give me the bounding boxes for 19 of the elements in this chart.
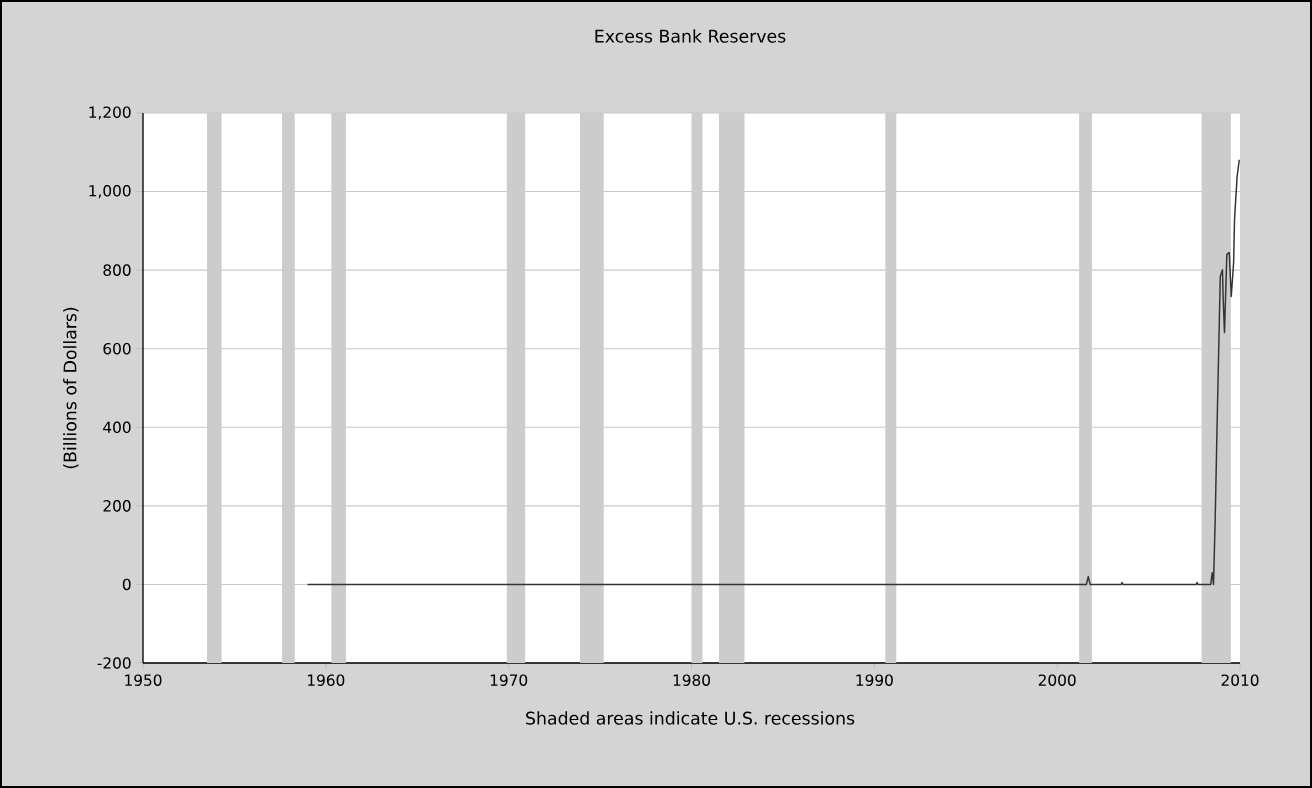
y-tick-label: -200 bbox=[97, 657, 131, 669]
text: Shaded areas indicate U.S. recessions bbox=[526, 711, 855, 725]
y-tick-label: 1,200 bbox=[89, 106, 131, 120]
x-tick-label: 1980 bbox=[673, 674, 710, 686]
chart-title: Excess Bank Reserves bbox=[595, 29, 786, 43]
x-tick-label: 1950 bbox=[125, 674, 162, 686]
x-tick-label: 1970 bbox=[490, 674, 528, 686]
x-tick-label: 1960 bbox=[308, 674, 345, 686]
y-axis-title: (Billions of Dollars) bbox=[63, 307, 79, 469]
y-tick-label: 800 bbox=[103, 264, 131, 276]
y-tick-label: 1,000 bbox=[89, 184, 131, 199]
x-tick-label: 2000 bbox=[1038, 674, 1076, 686]
y-tick-label: 400 bbox=[103, 421, 131, 434]
y-tick-label: 0 bbox=[122, 578, 131, 591]
x-tick-label: 1990 bbox=[856, 674, 893, 686]
line-series bbox=[306, 159, 1241, 586]
x-tick-label: 2010 bbox=[1221, 674, 1259, 686]
y-tick-label: 600 bbox=[103, 342, 131, 355]
y-tick-label: 200 bbox=[103, 500, 131, 512]
